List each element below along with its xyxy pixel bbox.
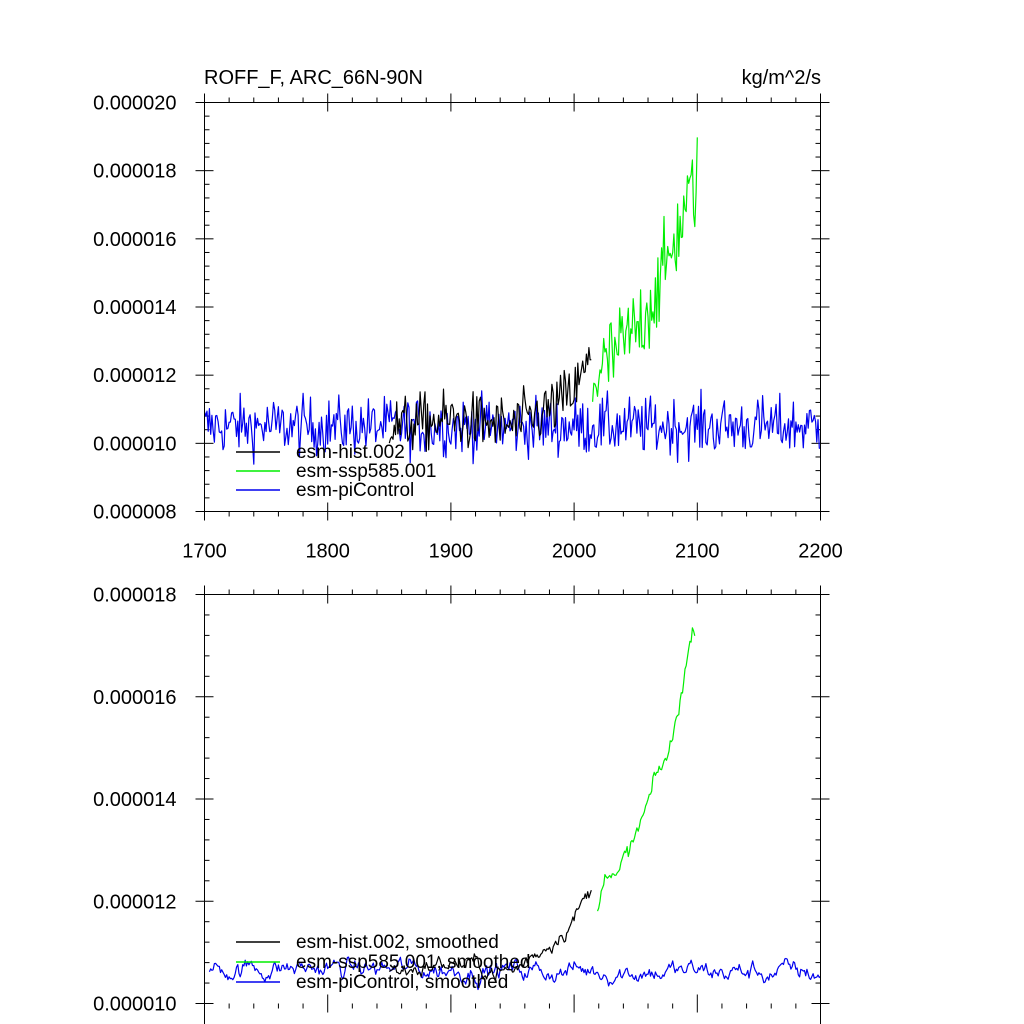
top-legend-ssp: esm-ssp585.001	[296, 461, 436, 482]
y-tick-label: 0.000008	[93, 502, 176, 524]
top-x-axis: 1700 1800 1900 2000 2100 2200	[182, 93, 843, 563]
top-legend-hist: esm-hist.002	[296, 442, 405, 463]
y-tick-label: 0.000012	[93, 365, 176, 387]
top-panel: ROFF_F, ARC_66N-90N kg/m^2/s 0.0000080.0…	[93, 67, 843, 563]
top-title-left: ROFF_F, ARC_66N-90N	[204, 67, 423, 89]
bottom-legend-pic: esm-piControl, smoothed	[296, 972, 508, 993]
y-tick-label: 0.000016	[93, 229, 176, 251]
y-tick-label: 0.000010	[93, 994, 176, 1016]
x-tick-label: 2100	[675, 541, 720, 563]
bottom-legend-ssp: esm-ssp585.001, smoothed	[296, 952, 530, 973]
series-line-hist	[388, 347, 592, 452]
bottom-legend: esm-hist.002, smoothed esm-ssp585.001, s…	[236, 932, 530, 993]
top-title-right: kg/m^2/s	[742, 67, 821, 89]
series-line-ssp	[596, 627, 696, 912]
bottom-series-group	[208, 627, 821, 991]
x-tick-label: 1800	[305, 541, 350, 563]
y-tick-label: 0.000014	[93, 297, 176, 319]
x-tick-label: 1900	[429, 541, 474, 563]
top-plot-frame	[204, 102, 821, 512]
x-tick-label: 1700	[182, 541, 227, 563]
y-tick-label: 0.000018	[93, 585, 176, 607]
top-y-axis: 0.000008 0.000010 0.000012 0.000014 0.000016…	[93, 93, 830, 524]
bottom-legend-hist: esm-hist.002, smoothed	[296, 932, 499, 953]
y-tick-label: 0.000010	[93, 433, 176, 455]
series-line-pic	[208, 956, 821, 991]
top-legend-pic: esm-piControl	[296, 480, 414, 501]
top-series-group	[203, 137, 821, 465]
x-tick-label: 2000	[552, 541, 597, 563]
bottom-y-axis: 0.000010 0.000012 0.000014 0.000016 0.000018	[93, 585, 830, 1016]
bottom-panel: 0.000010 0.000012 0.000014 0.000016 0.000018…	[93, 585, 830, 1024]
y-tick-label: 0.000016	[93, 687, 176, 709]
top-legend: esm-hist.002 esm-ssp585.001 esm-piContro…	[236, 442, 436, 501]
series-line-hist	[388, 890, 592, 982]
y-tick-label: 0.000014	[93, 789, 176, 811]
bottom-x-axis	[204, 585, 821, 1013]
y-tick-label: 0.000018	[93, 161, 176, 183]
series-line-pic	[203, 388, 821, 465]
y-tick-label: 0.000012	[93, 891, 176, 913]
x-tick-label: 2200	[798, 541, 843, 563]
y-tick-label: 0.000020	[93, 93, 176, 115]
series-line-ssp	[592, 137, 698, 402]
